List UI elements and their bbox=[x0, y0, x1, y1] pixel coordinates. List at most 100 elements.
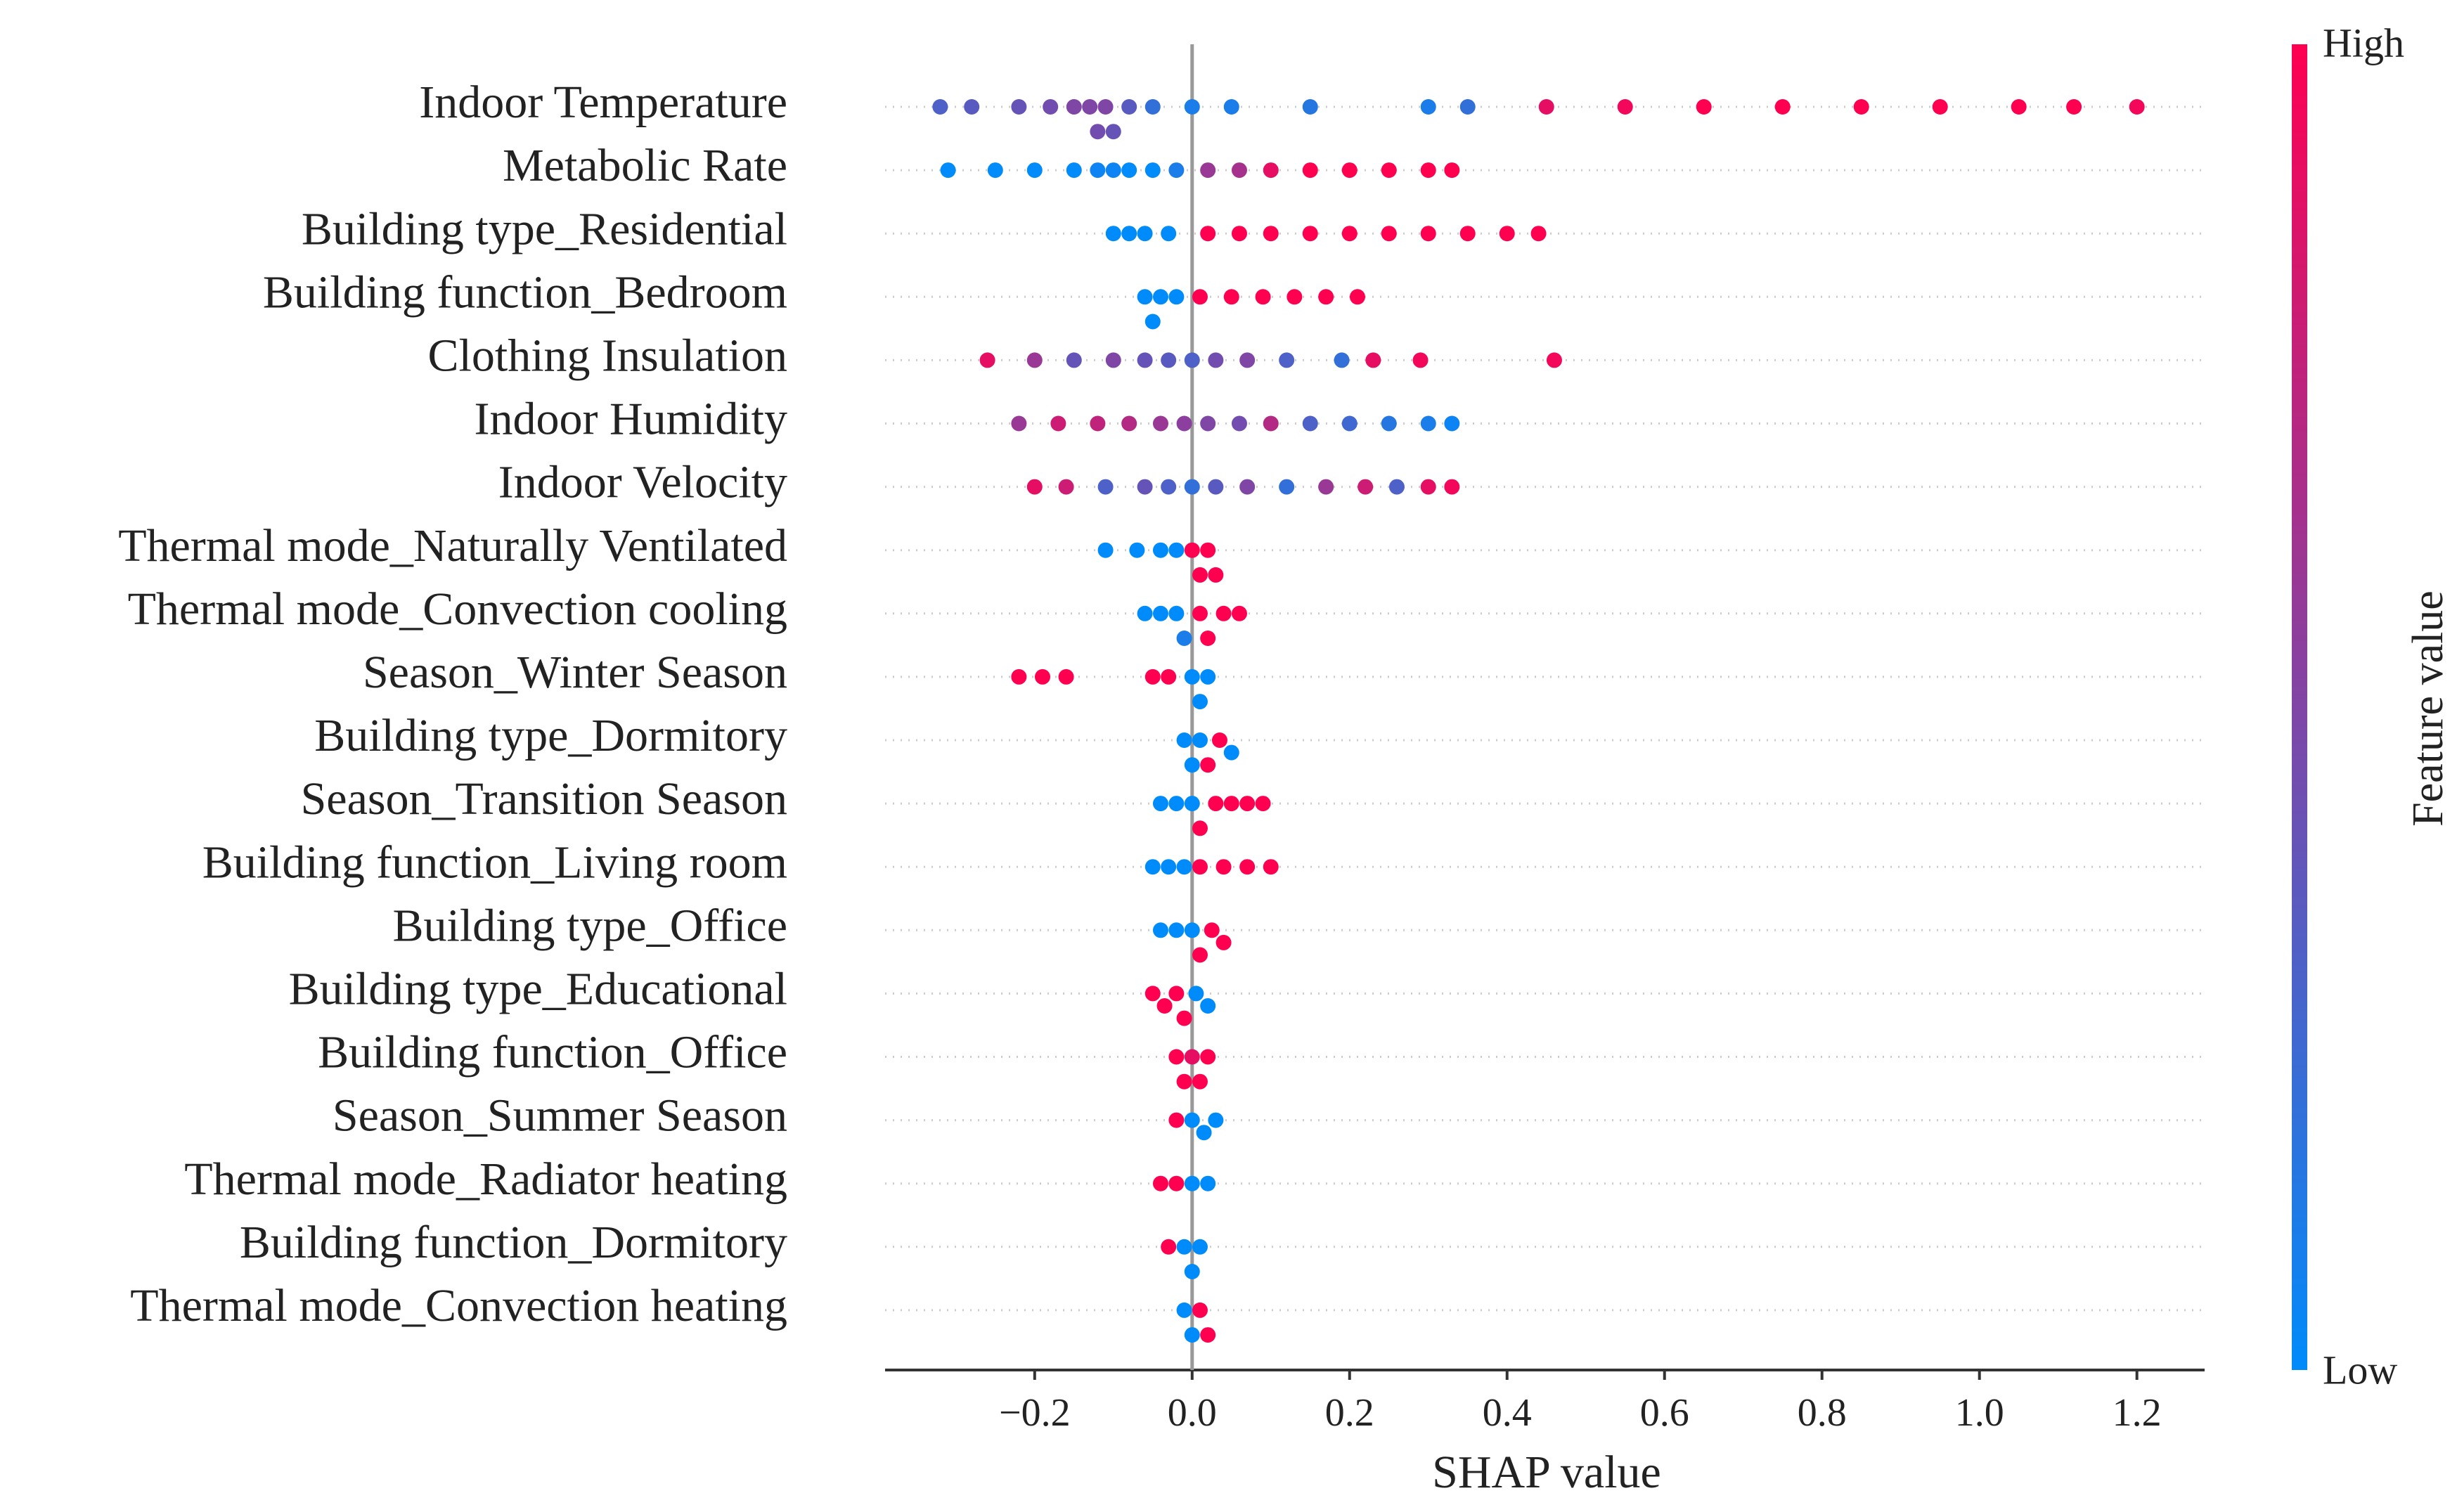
shap-point bbox=[1066, 352, 1082, 368]
shap-point bbox=[2066, 99, 2082, 115]
shap-point bbox=[1200, 542, 1216, 558]
shap-point bbox=[1137, 289, 1153, 305]
shap-point bbox=[1263, 859, 1279, 875]
shap-point bbox=[1263, 415, 1279, 432]
shap-point bbox=[1066, 99, 1082, 115]
shap-point bbox=[979, 352, 995, 368]
shap-point bbox=[1255, 796, 1271, 812]
shap-point bbox=[1168, 289, 1185, 305]
shap-point bbox=[1208, 796, 1224, 812]
shap-point bbox=[1239, 796, 1256, 812]
feature-label: Thermal mode_Naturally Ventilated bbox=[118, 520, 787, 571]
shap-point bbox=[1381, 415, 1397, 432]
shap-point bbox=[1192, 947, 1208, 963]
shap-point bbox=[1334, 352, 1350, 368]
shap-point bbox=[1279, 352, 1295, 368]
shap-point bbox=[1255, 289, 1271, 305]
shap-point bbox=[1208, 1112, 1224, 1128]
shap-point bbox=[1318, 289, 1334, 305]
shap-point bbox=[1184, 542, 1200, 558]
feature-label: Indoor Velocity bbox=[498, 457, 787, 508]
feature-label: Thermal mode_Radiator heating bbox=[184, 1154, 787, 1205]
shap-point bbox=[1231, 162, 1247, 179]
shap-point bbox=[1097, 99, 1114, 115]
shap-point bbox=[1043, 99, 1059, 115]
shap-point bbox=[1444, 415, 1460, 432]
shap-point bbox=[1011, 99, 1027, 115]
shap-point bbox=[1105, 226, 1121, 242]
shap-point bbox=[1058, 479, 1074, 495]
shap-point bbox=[1137, 605, 1153, 621]
shap-point bbox=[1152, 415, 1168, 432]
shap-point bbox=[1302, 99, 1318, 115]
feature-label: Indoor Temperature bbox=[419, 77, 787, 128]
shap-point bbox=[1208, 479, 1224, 495]
shap-point bbox=[1184, 757, 1200, 773]
shap-point bbox=[1349, 289, 1365, 305]
shap-point bbox=[1168, 1049, 1185, 1065]
shap-point bbox=[1200, 1049, 1216, 1065]
feature-label: Building function_Bedroom bbox=[263, 266, 787, 318]
shap-point bbox=[1176, 415, 1192, 432]
shap-point bbox=[1105, 352, 1121, 368]
feature-label: Clothing Insulation bbox=[428, 330, 788, 382]
shap-point bbox=[1200, 415, 1216, 432]
shap-point bbox=[1137, 226, 1153, 242]
shap-point bbox=[1420, 226, 1436, 242]
x-tick-label: 0.6 bbox=[1640, 1391, 1689, 1435]
shap-point bbox=[1200, 226, 1216, 242]
shap-point bbox=[1196, 1125, 1212, 1141]
shap-point bbox=[1420, 479, 1436, 495]
feature-label: Season_Transition Season bbox=[301, 773, 787, 825]
colorbar bbox=[2292, 44, 2307, 1370]
shap-point bbox=[1121, 99, 1137, 115]
shap-point bbox=[1026, 162, 1043, 179]
x-tick-label: 0.2 bbox=[1325, 1391, 1374, 1435]
shap-point bbox=[1420, 99, 1436, 115]
shap-point bbox=[1066, 162, 1082, 179]
shap-point bbox=[1152, 796, 1168, 812]
shap-point bbox=[1176, 1302, 1192, 1318]
shap-point bbox=[1200, 1175, 1216, 1191]
shap-point bbox=[1034, 668, 1050, 685]
x-tick-label: 1.0 bbox=[1955, 1391, 2004, 1435]
shap-point bbox=[1239, 479, 1256, 495]
feature-label: Building type_Dormitory bbox=[314, 710, 787, 761]
shap-point bbox=[1144, 162, 1161, 179]
shap-point bbox=[1184, 668, 1200, 685]
shap-point bbox=[1223, 99, 1239, 115]
shap-point bbox=[1215, 605, 1232, 621]
shap-point bbox=[1192, 605, 1208, 621]
shap-point bbox=[1090, 124, 1106, 140]
shap-point bbox=[1176, 1073, 1192, 1090]
shap-point bbox=[1192, 732, 1208, 748]
shap-point bbox=[1184, 796, 1200, 812]
shap-point bbox=[1381, 162, 1397, 179]
shap-point bbox=[1184, 479, 1200, 495]
shap-point bbox=[1546, 352, 1562, 368]
feature-label: Thermal mode_Convection cooling bbox=[128, 583, 787, 635]
shap-point bbox=[1200, 1327, 1216, 1343]
shap-point bbox=[1144, 668, 1161, 685]
shap-point bbox=[1161, 1239, 1177, 1255]
x-tick-label: 0.0 bbox=[1168, 1391, 1217, 1435]
shap-point bbox=[1144, 859, 1161, 875]
shap-point bbox=[1011, 668, 1027, 685]
shap-point bbox=[1144, 99, 1161, 115]
x-tick-label: 0.8 bbox=[1798, 1391, 1847, 1435]
shap-point bbox=[1444, 162, 1460, 179]
shap-point bbox=[1279, 479, 1295, 495]
shap-point bbox=[1152, 922, 1168, 938]
feature-label: Building type_Educational bbox=[289, 964, 787, 1015]
shap-point bbox=[1302, 162, 1318, 179]
shap-point bbox=[1263, 226, 1279, 242]
shap-point bbox=[1161, 226, 1177, 242]
shap-point bbox=[1050, 415, 1066, 432]
colorbar-label: Feature value bbox=[2404, 590, 2452, 827]
shap-point bbox=[1176, 1010, 1192, 1026]
feature-label: Building type_Residential bbox=[302, 203, 787, 254]
shap-point bbox=[1302, 415, 1318, 432]
shap-point bbox=[940, 162, 956, 179]
feature-label: Season_Summer Season bbox=[333, 1090, 787, 1142]
shap-point bbox=[1318, 479, 1334, 495]
